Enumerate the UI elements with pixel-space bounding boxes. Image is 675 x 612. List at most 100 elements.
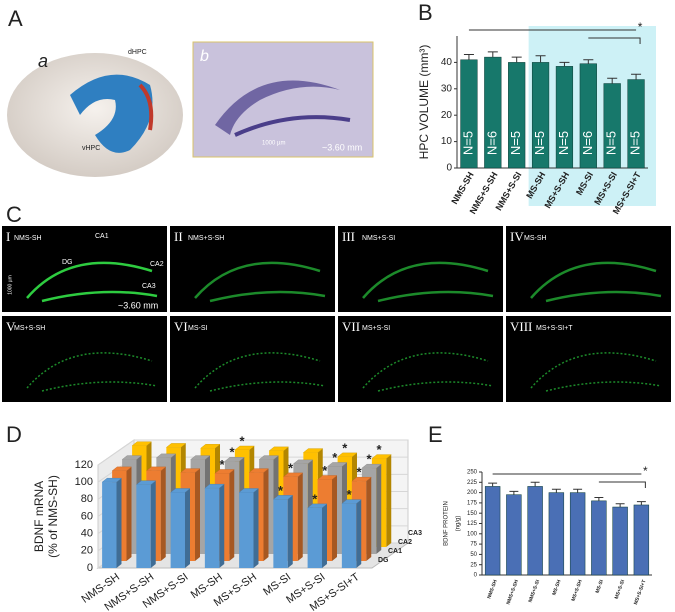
scale-label: 1000 µm [262,141,285,147]
x-tick-label: MS+S-SI [614,579,627,601]
significance-star: * [342,440,348,455]
hippocampus-signal [194,261,326,303]
y-tick-label: 100 [75,476,93,488]
legend-label: CA3 [408,530,422,537]
bar [591,500,607,576]
significance-star: * [367,452,373,467]
tile-label: MS-SH [524,235,547,242]
region-label: CA2 [150,261,164,268]
bar [569,492,586,576]
error-bar [488,482,498,487]
tile-numeral: VI [174,319,188,334]
hippocampus-signal [26,261,158,303]
bar [239,492,254,568]
histology-image [192,41,374,158]
bar-label: N=5 [508,131,523,155]
tile-label: NMS+S-SI [362,235,395,242]
x-tick-label: NMS+S-SI [527,579,541,604]
hippocampus-signal [362,261,494,303]
micrograph [506,226,671,312]
y-tick-label: 225 [467,480,478,486]
distance-label: ~3.60 mm [118,300,158,310]
y-tick-label: 20 [441,110,453,121]
error-bar [559,61,570,67]
bar-side [321,503,327,568]
region-label: vHPC [82,145,100,152]
y-tick-label: 175 [467,500,478,506]
x-tick-label: MS-SH [551,579,562,597]
significance-star: * [312,491,318,506]
tile-numeral: V [6,319,16,334]
x-tick-label: MS-SI [595,579,606,595]
y-tick-label: 25 [470,562,477,568]
hippocampus-edge [138,83,154,131]
brain-render [7,53,183,177]
bar-side [184,488,190,568]
y-tick-label: 0 [474,573,478,579]
scale-label: 1000 µm [7,275,13,295]
error-bar [607,77,618,84]
micrograph [170,226,335,312]
annotation: * [643,464,648,478]
micrograph [2,226,167,312]
bar-side [219,484,225,568]
hippocampus-signal [362,352,494,392]
micrograph [506,316,671,402]
bar-side [126,466,132,561]
y-tick-label: 120 [75,459,93,471]
hippocampus [70,74,153,153]
bar-side [253,488,259,568]
error-bar [530,481,540,487]
y-axis-label: BDNF PROTEIN [444,501,450,546]
legend-label: DG [378,557,389,564]
bar-side [160,466,166,561]
bar [136,484,151,568]
y-axis-label: (% of NMS-SH) [46,475,60,558]
error-bar [573,488,583,493]
bar-side [386,454,392,547]
significance-star: * [322,463,328,478]
bar-side [150,480,156,568]
y-tick-label: 20 [81,545,93,557]
significance-star: * [230,445,236,460]
significance-star: * [278,483,284,498]
significance-star: * [240,433,246,448]
bar-label: N=6 [580,131,595,155]
panel-letter: E [428,422,443,447]
y-tick-label: 200 [467,490,478,496]
hippocampus-signal [194,352,326,392]
panel-letter: C [6,202,22,227]
tile-label: MS+S-SH [14,325,45,332]
x-tick-label: MS+S-SH [570,579,583,602]
bar-label: N=5 [604,131,619,155]
panel-letter: A [8,6,23,31]
bar-side [287,495,293,568]
error-bar [509,490,519,495]
error-bar [551,488,561,493]
significance-star: * [332,450,338,465]
error-bar [594,497,604,501]
tile-label: NMS-SH [14,235,42,242]
hippocampus-stain [215,80,340,135]
bar [506,494,522,576]
panel-letter: B [418,0,433,25]
bar-side [366,477,372,561]
y-tick-label: 60 [81,510,93,522]
bar [527,486,543,576]
annotation: * [638,20,643,34]
bar [307,507,322,568]
x-tick-label: NMS-SH [486,579,499,600]
tile-label: MS+S-SI+T [536,325,573,332]
tile-numeral: III [342,229,355,244]
error-bar [631,73,642,80]
panel-c: I NMS-SH II NMS+S-SH III NMS+S-SI IV MS-SHVMS+S… [2,226,671,402]
tile-numeral: II [174,229,183,244]
panel-letter: D [6,422,22,447]
y-tick-label: 75 [470,542,477,548]
legend-label: CA2 [398,539,412,546]
tile-numeral: I [6,229,10,244]
bar-side [263,468,269,561]
y-tick-label: 40 [441,57,453,68]
